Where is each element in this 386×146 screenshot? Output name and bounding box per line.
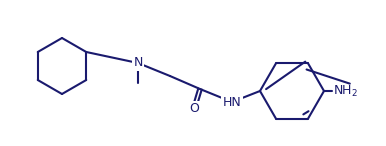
- Text: HN: HN: [223, 95, 241, 108]
- Text: O: O: [189, 102, 199, 115]
- Text: HN: HN: [223, 95, 241, 108]
- Text: N: N: [133, 57, 143, 69]
- Text: N: N: [133, 57, 143, 69]
- Text: O: O: [189, 102, 199, 115]
- Text: NH$_2$: NH$_2$: [333, 84, 358, 99]
